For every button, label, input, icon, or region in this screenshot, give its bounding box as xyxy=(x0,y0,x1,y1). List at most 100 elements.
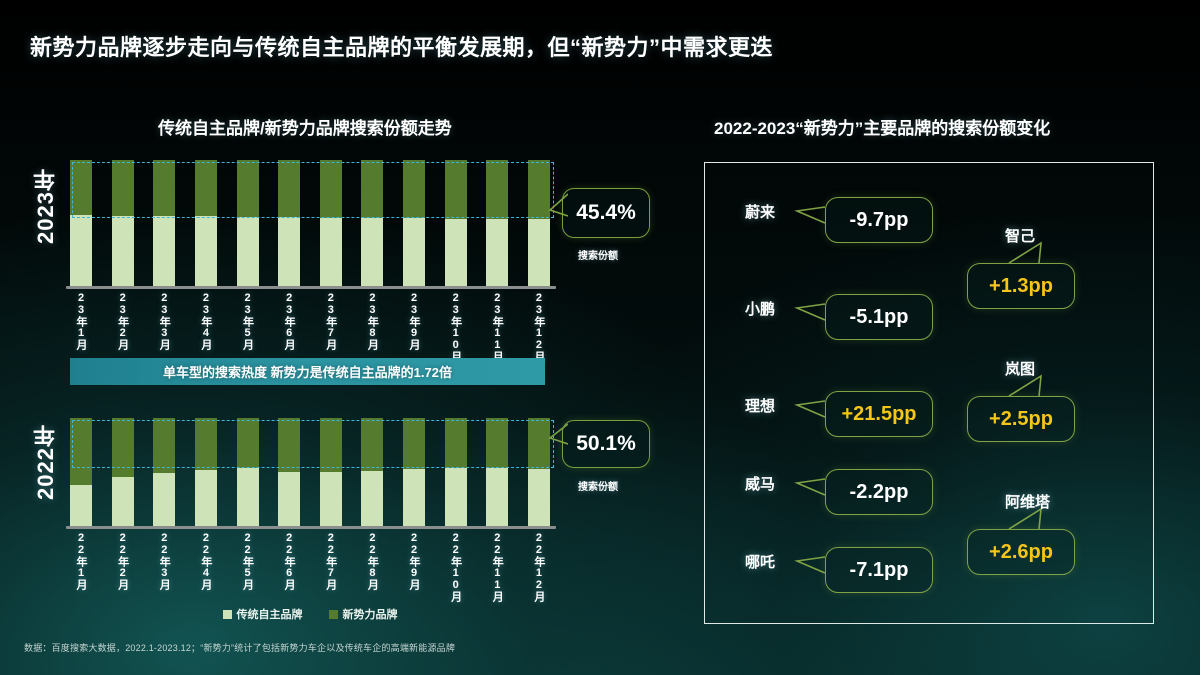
brand-name: 智己 xyxy=(1005,228,1036,245)
x-tick-label: 22年11月 xyxy=(491,532,504,602)
bar-segment-traditional xyxy=(319,217,342,288)
x-tick-label: 23年3月 xyxy=(158,292,171,350)
brand-change-bubble: -7.1pp xyxy=(825,547,933,593)
x-tick-label: 23年4月 xyxy=(199,292,212,350)
bar-segment-traditional xyxy=(361,470,384,528)
stacked-bar xyxy=(194,418,217,528)
stacked-bar xyxy=(111,418,134,528)
bar-segment-newforce xyxy=(153,418,176,473)
highlight-box-2022 xyxy=(72,420,554,468)
bar-segment-newforce xyxy=(527,160,550,220)
bar-segment-newforce xyxy=(153,160,176,216)
bar-segment-newforce xyxy=(111,418,134,477)
bar-segment-newforce xyxy=(236,160,259,217)
brand-name: 岚图 xyxy=(1005,361,1036,378)
page-title: 新势力品牌逐步走向与传统自主品牌的平衡发展期，但“新势力”中需求更迭 xyxy=(30,35,774,60)
axis-line-2022 xyxy=(66,526,556,529)
x-tick-label: 23年7月 xyxy=(324,292,337,350)
stacked-bar xyxy=(444,160,467,288)
bar-segment-newforce xyxy=(70,160,92,215)
bar-segment-newforce xyxy=(486,160,509,219)
x-tick-label: 22年7月 xyxy=(324,532,337,590)
stacked-bar xyxy=(70,160,92,288)
bar-segment-traditional xyxy=(111,215,134,288)
stacked-bar xyxy=(319,418,342,528)
stacked-bar xyxy=(236,418,259,528)
bar-segment-newforce xyxy=(236,418,259,468)
stacked-bar xyxy=(153,418,176,528)
stacked-bar xyxy=(486,160,509,288)
stacked-bar xyxy=(403,418,425,528)
stacked-bar xyxy=(278,160,301,288)
bar-segment-newforce xyxy=(444,418,467,469)
stacked-bar xyxy=(153,160,176,288)
x-tick-label: 23年11月 xyxy=(491,292,504,362)
bar-segment-newforce xyxy=(444,160,467,219)
x-tick-label: 22年12月 xyxy=(532,532,545,602)
callout-2023-tail xyxy=(548,193,568,217)
stacked-bar xyxy=(361,418,384,528)
bar-segment-newforce xyxy=(278,160,301,218)
bubble-tail xyxy=(794,400,826,418)
brand-change-bubble: -9.7pp xyxy=(825,197,933,243)
bar-segment-newforce xyxy=(319,160,342,218)
callout-2022-value: 50.1% xyxy=(576,432,636,455)
brand-change-bubble: +21.5pp xyxy=(825,391,933,437)
legend-item: 新势力品牌 xyxy=(328,606,398,622)
brand-change-bubble: -5.1pp xyxy=(825,294,933,340)
footnote: 数据：百度搜索大数据，2022.1-2023.12；“新势力”统计了包括新势力车… xyxy=(24,643,456,653)
bar-segment-traditional xyxy=(527,219,550,288)
x-tick-label: 22年2月 xyxy=(116,532,129,590)
bar-segment-newforce xyxy=(527,418,550,469)
bubble-tail xyxy=(794,206,826,224)
stacked-bar xyxy=(444,418,467,528)
brand-name: 小鹏 xyxy=(745,301,776,318)
bar-segment-newforce xyxy=(486,418,509,469)
x-tick-label: 23年2月 xyxy=(116,292,129,350)
callout-2023: 45.4% xyxy=(562,188,650,238)
x-tick-label: 22年1月 xyxy=(75,532,87,590)
bar-group-2023 xyxy=(70,160,550,288)
bubble-tail xyxy=(1008,241,1042,264)
bar-segment-newforce xyxy=(403,160,425,219)
stacked-bar xyxy=(527,160,550,288)
bar-segment-traditional xyxy=(444,218,467,288)
brand-name: 哪吒 xyxy=(745,554,776,571)
legend-item: 传统自主品牌 xyxy=(222,606,303,622)
bar-segment-newforce xyxy=(194,418,217,470)
axis-line-2023 xyxy=(66,286,556,289)
bar-segment-traditional xyxy=(319,472,342,528)
x-tick-label: 23年1月 xyxy=(75,292,87,350)
chart-legend: 传统自主品牌 新势力品牌 xyxy=(0,606,620,622)
bubble-tail xyxy=(794,556,826,574)
stacked-bar xyxy=(111,160,134,288)
bar-segment-traditional xyxy=(111,476,134,528)
year-label-2023: 2023年 xyxy=(33,168,58,244)
legend-swatch xyxy=(222,609,232,619)
bar-segment-newforce xyxy=(319,418,342,473)
callout-2023-value: 45.4% xyxy=(576,201,636,224)
brand-change-bubble: +2.5pp xyxy=(967,396,1075,442)
x-tick-label: 22年9月 xyxy=(408,532,420,590)
x-tick-label: 22年8月 xyxy=(366,532,379,590)
bar-segment-newforce xyxy=(361,160,384,219)
stacked-bar xyxy=(278,418,301,528)
stacked-bar xyxy=(527,418,550,528)
bubble-tail xyxy=(794,303,826,321)
bubble-tail xyxy=(794,478,826,496)
stacked-bar xyxy=(70,418,92,528)
x-tick-label: 22年10月 xyxy=(449,532,462,602)
stacked-bar xyxy=(361,160,384,288)
right-panel-subtitle: 2022-2023“新势力”主要品牌的搜索份额变化 xyxy=(714,119,1051,138)
callout-2023-caption: 搜索份额 xyxy=(578,251,618,262)
brand-name: 蔚来 xyxy=(745,204,776,221)
x-tick-label: 23年8月 xyxy=(366,292,379,350)
x-tick-label: 22年5月 xyxy=(241,532,254,590)
chart-2022 xyxy=(70,418,550,528)
bar-segment-newforce xyxy=(361,418,384,471)
x-tick-label: 22年4月 xyxy=(199,532,212,590)
bar-segment-newforce xyxy=(403,418,425,470)
highlight-box-2023 xyxy=(72,162,554,218)
bar-segment-traditional xyxy=(153,215,176,288)
legend-label: 新势力品牌 xyxy=(342,609,398,621)
